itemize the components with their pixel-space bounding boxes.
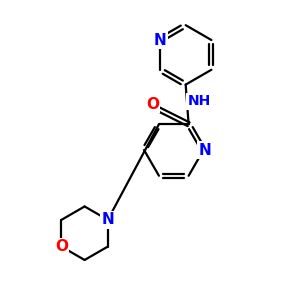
Text: O: O — [55, 239, 68, 254]
Text: N: N — [199, 142, 212, 158]
Text: N: N — [101, 212, 114, 227]
Text: NH: NH — [188, 94, 211, 109]
Text: O: O — [146, 97, 159, 112]
Text: N: N — [154, 32, 166, 47]
